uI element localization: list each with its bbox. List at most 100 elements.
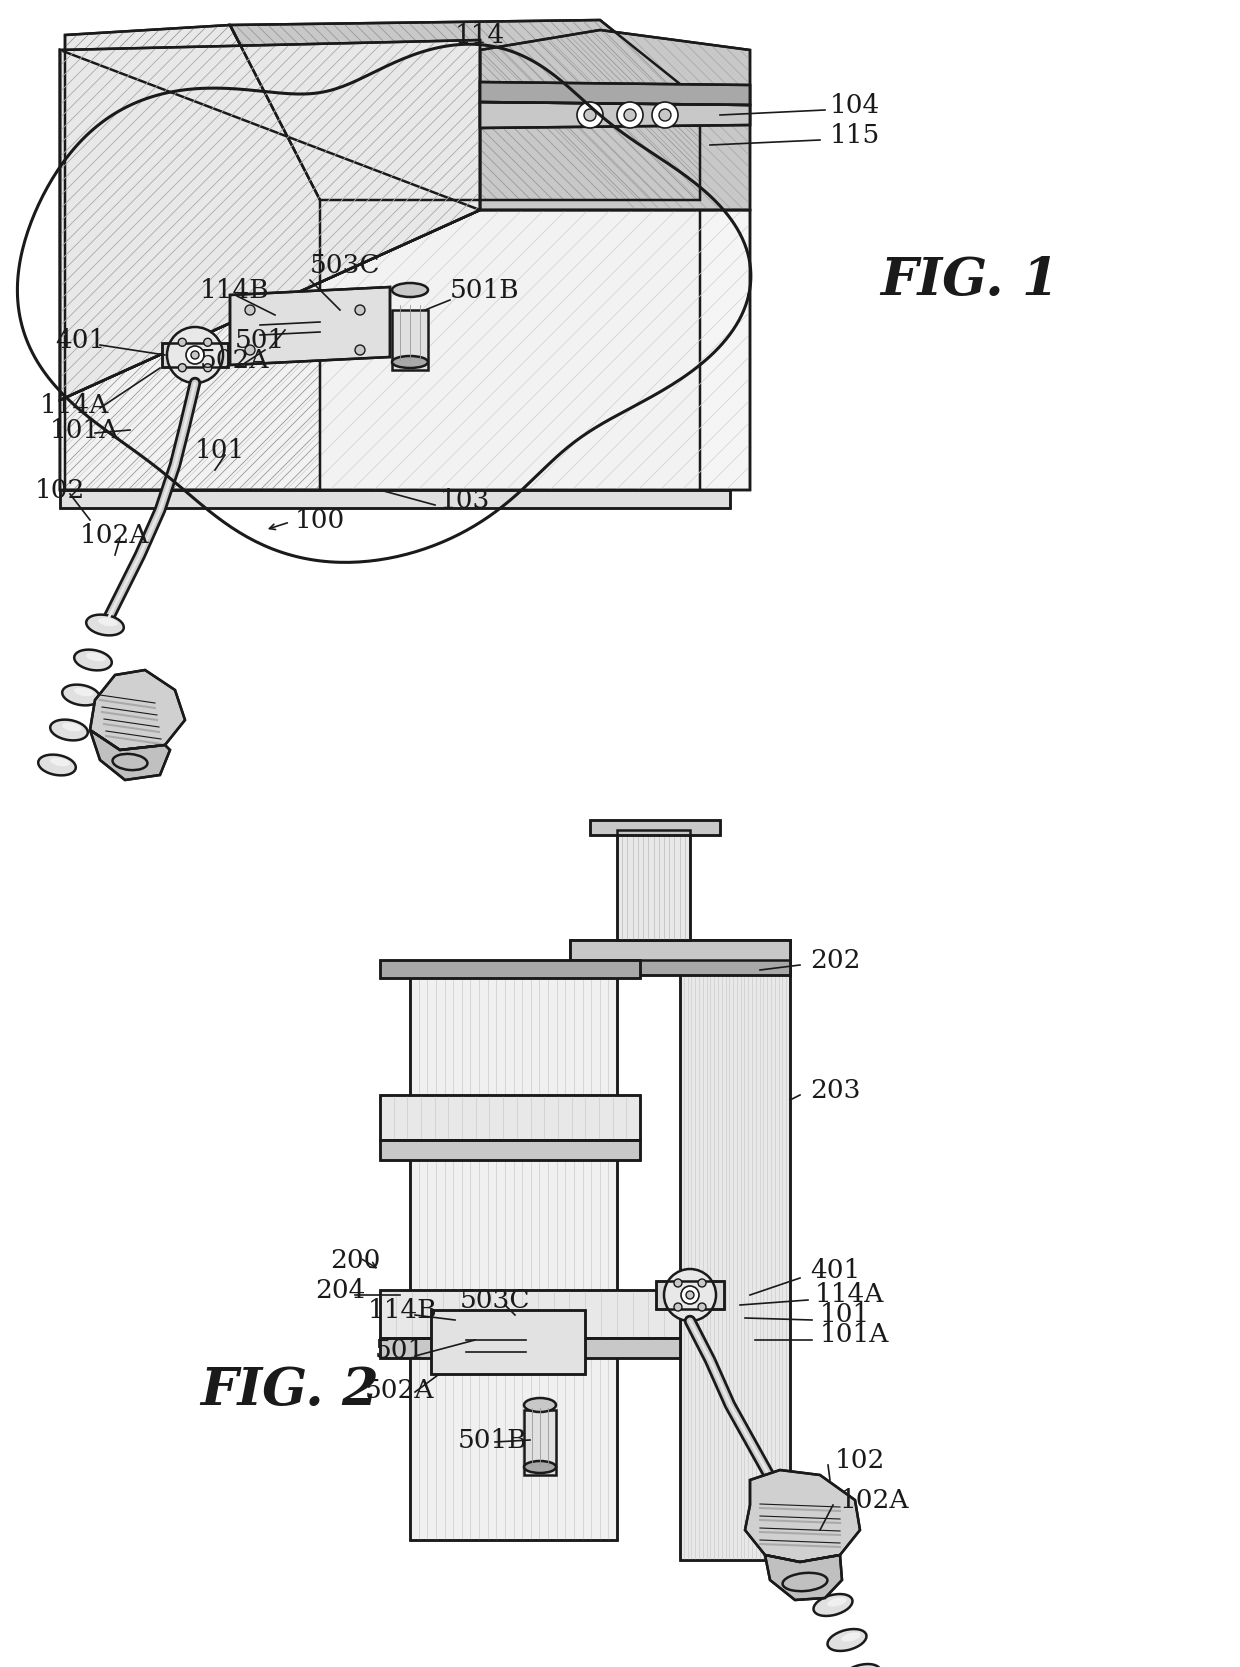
Ellipse shape <box>50 758 69 767</box>
Polygon shape <box>680 940 790 1560</box>
Polygon shape <box>64 25 320 490</box>
Polygon shape <box>60 40 480 400</box>
Polygon shape <box>570 940 790 960</box>
Circle shape <box>355 345 365 355</box>
Polygon shape <box>765 1555 842 1600</box>
Circle shape <box>179 363 186 372</box>
Text: 114: 114 <box>455 22 505 47</box>
Polygon shape <box>618 830 689 940</box>
Ellipse shape <box>525 1399 556 1412</box>
Ellipse shape <box>813 1594 852 1615</box>
Ellipse shape <box>827 1629 867 1650</box>
Text: 501B: 501B <box>458 1427 528 1452</box>
Bar <box>392 310 428 370</box>
Polygon shape <box>570 940 790 975</box>
Circle shape <box>179 338 186 347</box>
Circle shape <box>698 1279 706 1287</box>
Ellipse shape <box>38 755 76 775</box>
Polygon shape <box>379 960 640 979</box>
Circle shape <box>186 347 205 363</box>
Ellipse shape <box>50 720 88 740</box>
Polygon shape <box>91 670 185 750</box>
Circle shape <box>681 1285 699 1304</box>
Polygon shape <box>379 1290 680 1339</box>
Text: FIG. 1: FIG. 1 <box>880 255 1059 305</box>
Polygon shape <box>60 210 701 490</box>
Text: 102A: 102A <box>839 1487 909 1512</box>
Ellipse shape <box>800 1559 838 1580</box>
Circle shape <box>246 345 255 355</box>
Circle shape <box>577 102 603 128</box>
Text: 102: 102 <box>35 477 86 502</box>
Polygon shape <box>410 975 618 1540</box>
Polygon shape <box>745 1470 861 1562</box>
Circle shape <box>191 352 198 358</box>
Text: 501B: 501B <box>450 277 520 302</box>
Polygon shape <box>29 47 763 608</box>
Polygon shape <box>162 343 228 367</box>
Circle shape <box>663 1269 715 1320</box>
Ellipse shape <box>392 357 428 368</box>
Text: 114B: 114B <box>368 1297 438 1322</box>
Text: 200: 200 <box>330 1247 381 1272</box>
Polygon shape <box>379 1339 680 1359</box>
Text: 503C: 503C <box>460 1287 531 1312</box>
Polygon shape <box>480 30 750 210</box>
Ellipse shape <box>813 1562 833 1572</box>
Ellipse shape <box>98 618 118 627</box>
Text: 202: 202 <box>810 947 861 972</box>
Text: 104: 104 <box>830 92 880 117</box>
Polygon shape <box>432 1310 585 1374</box>
Text: 101A: 101A <box>820 1322 889 1347</box>
Text: 114B: 114B <box>200 277 269 302</box>
Text: 101: 101 <box>195 437 246 462</box>
Circle shape <box>675 1304 682 1310</box>
Polygon shape <box>590 820 720 835</box>
Ellipse shape <box>392 283 428 297</box>
Polygon shape <box>480 82 750 105</box>
Circle shape <box>203 363 212 372</box>
Bar <box>525 1410 556 1475</box>
Polygon shape <box>656 1280 724 1309</box>
Ellipse shape <box>62 723 82 732</box>
Text: 401: 401 <box>55 327 105 352</box>
Ellipse shape <box>842 1664 880 1667</box>
Polygon shape <box>480 102 750 128</box>
Circle shape <box>698 1304 706 1310</box>
Text: 115: 115 <box>830 122 880 147</box>
Polygon shape <box>379 1140 640 1160</box>
Ellipse shape <box>827 1597 847 1607</box>
Text: 101A: 101A <box>50 417 119 442</box>
Polygon shape <box>379 1095 640 1140</box>
Polygon shape <box>60 210 750 490</box>
Circle shape <box>355 305 365 315</box>
Text: 114A: 114A <box>40 392 109 417</box>
Text: 501: 501 <box>236 327 285 352</box>
Circle shape <box>675 1279 682 1287</box>
Polygon shape <box>229 287 391 365</box>
Ellipse shape <box>87 615 124 635</box>
Text: FIG. 2: FIG. 2 <box>200 1365 378 1415</box>
Ellipse shape <box>525 1460 556 1474</box>
Text: 204: 204 <box>315 1277 366 1302</box>
Circle shape <box>167 327 223 383</box>
Circle shape <box>658 108 671 122</box>
Polygon shape <box>60 50 480 400</box>
Ellipse shape <box>841 1632 861 1642</box>
Ellipse shape <box>74 688 94 697</box>
Text: 102: 102 <box>835 1447 885 1472</box>
Circle shape <box>686 1290 694 1299</box>
Circle shape <box>203 338 212 347</box>
Circle shape <box>584 108 596 122</box>
Text: 503C: 503C <box>310 252 381 277</box>
Text: 502A: 502A <box>200 347 269 372</box>
Text: 502A: 502A <box>365 1377 434 1402</box>
Ellipse shape <box>62 685 99 705</box>
Polygon shape <box>91 730 170 780</box>
Text: 103: 103 <box>440 487 490 512</box>
Text: 203: 203 <box>810 1077 861 1102</box>
Text: 100: 100 <box>295 507 345 532</box>
Text: 101: 101 <box>820 1302 870 1327</box>
Text: 102A: 102A <box>81 522 150 547</box>
Ellipse shape <box>785 1524 825 1545</box>
